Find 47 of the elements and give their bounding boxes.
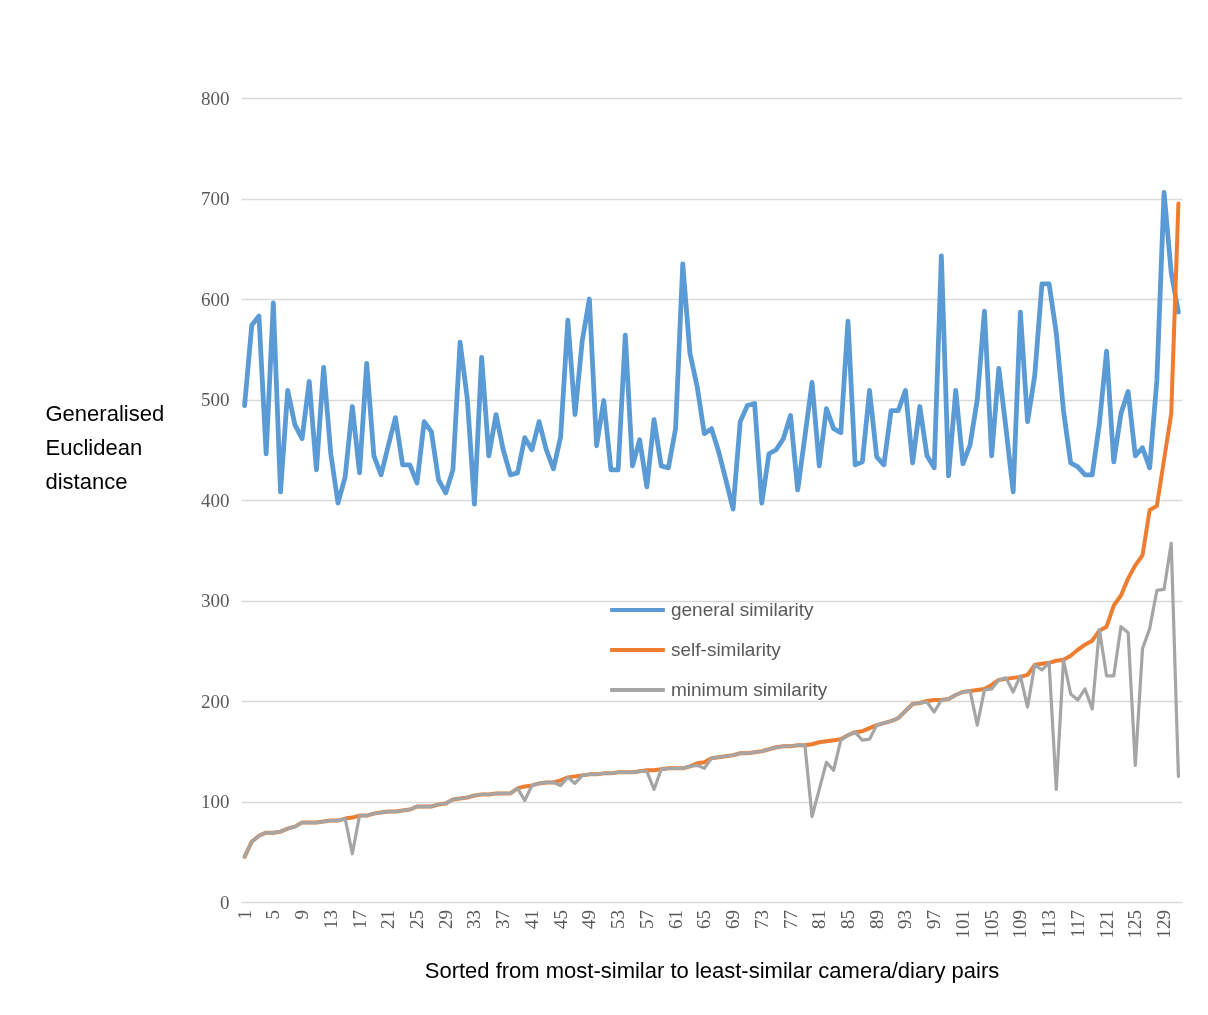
x-tick-label: 93: [894, 910, 916, 929]
x-tick-label: 113: [1038, 910, 1060, 938]
y-tick-label: 600: [201, 288, 230, 310]
x-tick-label: 5: [262, 910, 284, 920]
x-tick-label: 25: [405, 910, 427, 929]
x-tick-label: 105: [980, 910, 1002, 939]
x-tick-label: 53: [607, 910, 629, 929]
y-tick-label: 800: [201, 87, 230, 109]
y-tick-label: 400: [201, 489, 230, 511]
y-tick-label: 700: [201, 188, 230, 209]
x-axis-title: Sorted from most-similar to least-similar camera/diary pairs: [424, 957, 1000, 983]
y-tick-label: 300: [201, 590, 230, 611]
x-tick-label: 37: [492, 910, 514, 929]
x-tick-label: 13: [319, 910, 341, 929]
x-tick-label: 9: [291, 910, 313, 920]
y-axis-title: Generalised Euclidean distance: [45, 400, 165, 494]
y-tick-label: 0: [220, 891, 230, 913]
x-tick-label: 117: [1066, 910, 1088, 938]
x-tick-label: 101: [951, 910, 973, 939]
x-tick-label: 129: [1153, 910, 1175, 939]
x-tick-label: 41: [520, 910, 542, 929]
x-tick-label: 81: [808, 910, 830, 929]
x-tick-label: 77: [779, 910, 801, 929]
legend-label: minimum similarity: [670, 678, 828, 700]
x-tick-label: 69: [722, 910, 744, 929]
x-tick-label: 121: [1095, 910, 1117, 939]
x-tick-label: 1: [233, 910, 255, 920]
x-tick-label: 97: [923, 910, 945, 929]
y-tick-label: 200: [201, 690, 230, 712]
legend-label: self-similarity: [670, 638, 782, 660]
x-tick-label: 109: [1009, 910, 1031, 939]
x-tick-label: 85: [836, 910, 858, 929]
x-tick-label: 61: [664, 910, 686, 929]
x-tick-label: 65: [693, 910, 715, 929]
x-tick-label: 125: [1124, 910, 1146, 939]
y-tick-label: 100: [201, 791, 230, 812]
y-tick-label: 500: [201, 389, 230, 410]
x-tick-label: 73: [750, 910, 772, 929]
x-tick-label: 49: [578, 910, 600, 929]
x-tick-label: 21: [377, 910, 399, 929]
x-tick-label: 33: [463, 910, 485, 929]
x-tick-label: 17: [348, 910, 370, 929]
legend-label: general similarity: [670, 598, 815, 620]
x-tick-label: 57: [635, 910, 657, 929]
x-tick-label: 89: [865, 910, 887, 929]
x-tick-label: 45: [549, 910, 571, 929]
x-tick-label: 29: [434, 910, 456, 929]
